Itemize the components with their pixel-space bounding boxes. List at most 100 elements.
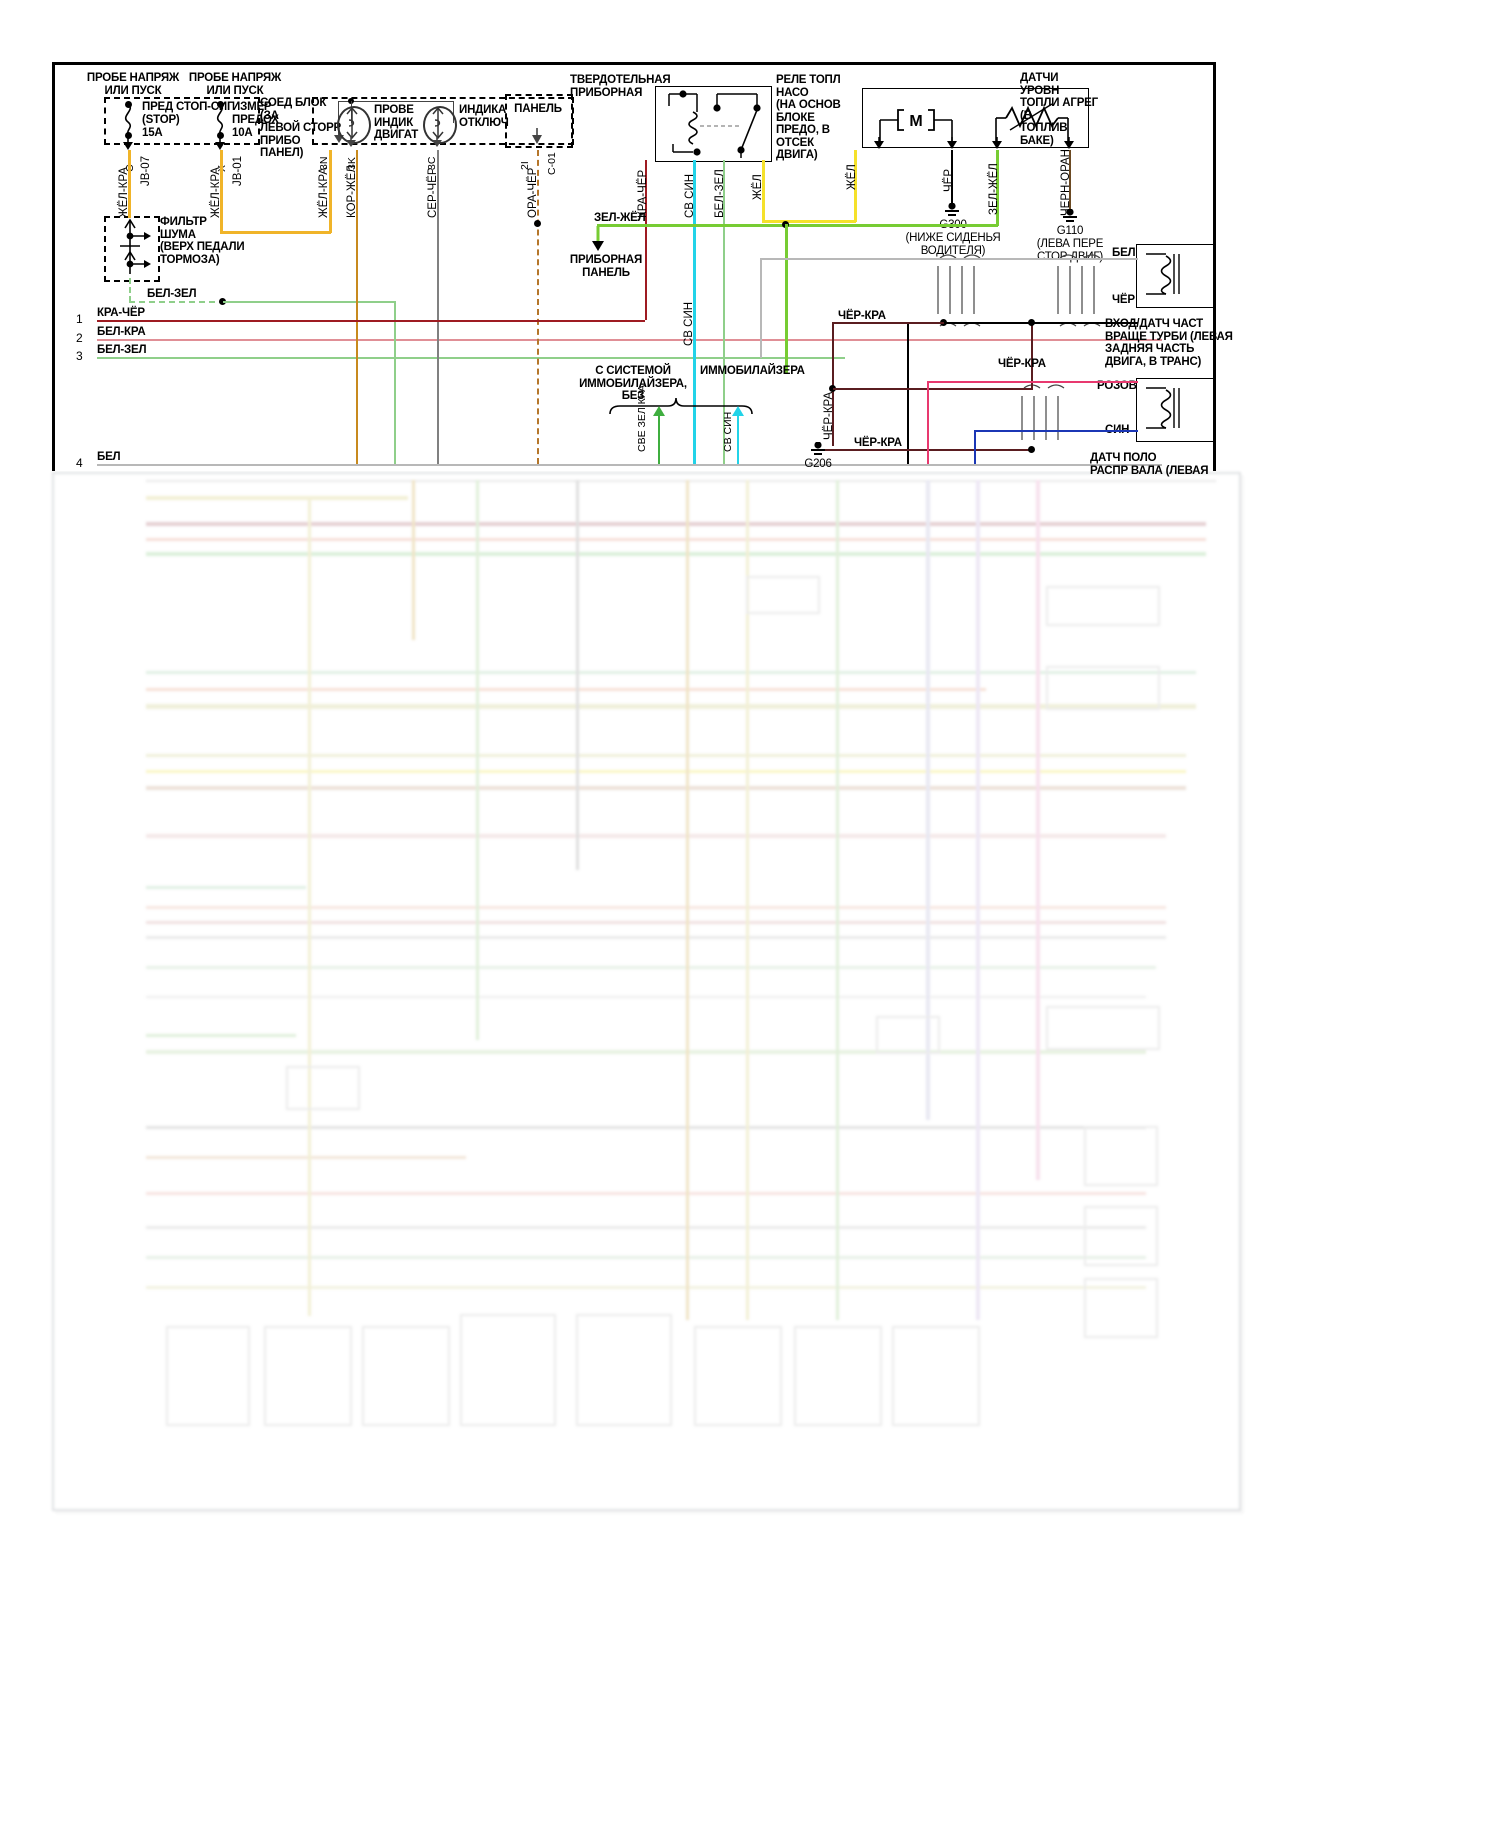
check-engine-lamp-arrow — [346, 136, 356, 147]
check-engine-lamp-icon — [337, 106, 371, 144]
wire-red-black-elbow — [97, 320, 645, 322]
wire-green-yellow — [996, 150, 999, 226]
left-bus-wire-4 — [97, 464, 1162, 466]
fuel-level-rheostat-symbol — [995, 103, 1069, 142]
wire-label-yellow-pump: ЖЁЛ — [846, 164, 858, 190]
cam-sensor-pin-1: РОЗОВ — [1097, 380, 1137, 392]
panel-arrow — [532, 128, 542, 144]
panel-label: ПАНЕЛЬ — [514, 103, 562, 115]
wire-immo-green — [658, 414, 660, 464]
ground-g300-where: (НИЖЕ СИДЕНЬЯ ВОДИТЕЛЯ) — [905, 232, 1001, 257]
wire-brown-yellow — [356, 150, 358, 464]
left-bus-label-3: БЕЛ-ЗЕЛ — [97, 344, 147, 356]
immobilizer-bracket — [609, 397, 753, 415]
probe-voltage-label-1: ПРОБЕ НАПРЯЖ ИЛИ ПУСК — [86, 72, 180, 97]
wire-immo-blue — [737, 414, 739, 464]
left-bus-label-4: БЕЛ — [97, 451, 121, 463]
wire-orange-black-node — [534, 220, 541, 227]
cher-kra-label-3: ЧЁР-КРА — [854, 437, 902, 449]
wire-yellow-red-2 — [220, 150, 223, 233]
cher-kra-node-2 — [1028, 319, 1035, 326]
bel-zel-node — [219, 298, 226, 305]
wire-white-to-turbine — [760, 258, 1138, 260]
noise-filter-symbol — [120, 218, 151, 274]
cam-sensor-box — [1136, 378, 1216, 442]
immobilizer-without-label: ИММОБИЛАЙЗЕРА — [700, 365, 805, 377]
connector-whiskers-bottom — [1021, 384, 1065, 440]
zel-zhel-label: ЗЕЛ-ЖЁЛ — [594, 212, 646, 224]
immobilizer-with-label: С СИСТЕМОЙ ИММОБИЛАЙЗЕРА, БЕЗ — [579, 365, 687, 402]
fuse-1-rating: 15A — [142, 127, 163, 139]
disconnect-lamp-icon — [423, 106, 457, 144]
wire-immo-green-arrow — [653, 406, 665, 416]
wire-label-light-blue: СВ СИН — [684, 173, 696, 218]
wire-label-yellow-red-3: ЖЁЛ-КРА — [318, 167, 330, 218]
wire-grey-black — [437, 150, 439, 464]
ground-g206-icon — [811, 442, 825, 455]
wire-black-red-upper-drop — [832, 322, 834, 446]
fuse-1-name: ПРЕД СТОП-СИГ (STOP) — [142, 101, 234, 126]
turbine-sensor-box — [1136, 244, 1216, 308]
wire-black-orange — [1069, 150, 1071, 214]
wire-label-red-black: КРА-ЧЁР — [637, 169, 649, 218]
wire-light-blue — [693, 160, 696, 464]
bel-zel-dashed-drop — [129, 278, 131, 302]
wire-label-black-red: ЧЁР-КРА — [823, 391, 835, 440]
cher-kra-label-1: ЧЁР-КРА — [838, 310, 886, 322]
wire-label-grey-black: СЕР-ЧЁР — [427, 167, 439, 219]
wire-label-black-orange: ЧЕРН-ОРАН — [1060, 149, 1072, 216]
disconnect-lamp-glyph — [432, 106, 444, 140]
connector-whiskers-top — [937, 254, 1101, 314]
fuel-pump-relay-box — [655, 86, 772, 162]
svg-text:M: M — [909, 113, 922, 130]
wire-label-light-blue-lower: СВ СИН — [683, 301, 695, 346]
disconnect-lamp-arrow — [432, 136, 442, 147]
disconnect-label: ИНДИКА ОТКЛЮЧ — [459, 104, 509, 129]
wire-white-green — [723, 160, 725, 464]
check-engine-label: ПРОВЕ ИНДИК ДВИГАТ — [374, 104, 419, 141]
wire-red-black — [645, 160, 647, 320]
wire-immo-blue-arrow — [732, 406, 744, 416]
wire-label-brown-yellow: КОР-ЖЁЛ — [346, 165, 358, 218]
fuel-pump-relay-symbol — [668, 90, 761, 158]
sender-arrow-3 — [992, 137, 1002, 149]
turbine-sensor-pin-1: БЕЛ — [1112, 247, 1136, 259]
wire-label-orange-black: ОРА-ЧЁР — [527, 167, 539, 218]
fuse-2-id: JB-01 — [232, 155, 244, 186]
wire-pink-drop — [927, 381, 929, 464]
fuse-2-symbol — [216, 103, 224, 135]
sender-arrow-4 — [1064, 137, 1074, 149]
panel-subblock — [505, 94, 573, 148]
fuse-1-arrow — [123, 133, 133, 150]
fuse-2-name: ИЗМЕР ПРЕДОХ — [232, 101, 279, 126]
faded-sheet — [52, 472, 1241, 1511]
ground-g110-id: G110 — [1056, 225, 1084, 237]
ground-g300-icon — [945, 203, 959, 216]
fuse-1-id: JB-07 — [140, 155, 152, 186]
wire-blue-drop — [974, 430, 976, 464]
cam-sensor-label: ДАТЧ ПОЛО РАСПР ВАЛА (ЛЕВАЯ — [1090, 452, 1209, 477]
wire-green-yellow-run — [597, 224, 998, 227]
left-bus-wire-3 — [97, 357, 845, 359]
cher-kra-label-2: ЧЁР-КРА — [998, 358, 1046, 370]
wire-label-yellow-relay: ЖЁЛ — [752, 174, 764, 200]
wire-label-black-g300: ЧЁР — [943, 168, 955, 192]
sender-arrow-1 — [874, 137, 884, 149]
fuse-2-arrow — [215, 133, 225, 150]
wire-yellow-red-2-run — [220, 231, 331, 234]
ground-g206-id: G206 — [804, 458, 832, 470]
wire-black-g300 — [951, 150, 953, 208]
wire-blue-bus — [974, 430, 1138, 432]
wire-label-yellow-red-1: ЖЁЛ-КРА — [118, 167, 130, 218]
wire-black-red-upper — [832, 322, 944, 324]
wire-yellow-run — [762, 220, 856, 223]
turbine-sensor-label: ВХОД/ДАТЧ ЧАСТ ВРАЩЕ ТУРБИ (ЛЕВАЯ ЗАДНЯЯ… — [1105, 318, 1233, 368]
connector-whiskers-mid — [939, 322, 1101, 327]
wire-black-red-lower-riser — [1031, 322, 1033, 388]
wire-pink-bus — [927, 381, 1138, 383]
wire-white-to-turbine-drop — [760, 258, 762, 358]
cluster-rail-right-drop — [453, 101, 454, 123]
cher-kra-node-1 — [829, 385, 836, 392]
wire-yellow-red-3 — [329, 150, 332, 233]
